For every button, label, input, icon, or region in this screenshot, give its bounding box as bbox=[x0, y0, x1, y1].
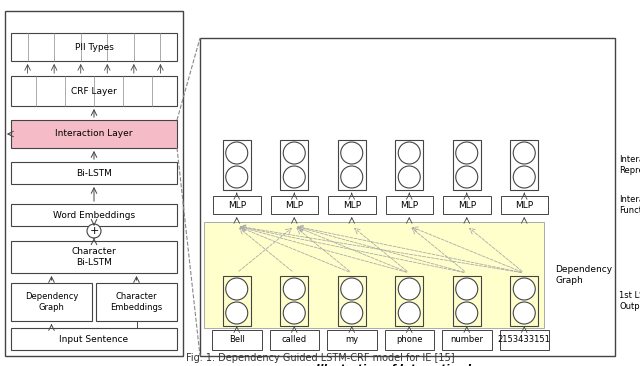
FancyBboxPatch shape bbox=[500, 196, 548, 214]
Text: PII Types: PII Types bbox=[75, 42, 113, 52]
FancyBboxPatch shape bbox=[385, 196, 433, 214]
Circle shape bbox=[398, 278, 420, 300]
Text: MLP: MLP bbox=[228, 201, 246, 209]
Text: MLP: MLP bbox=[342, 201, 361, 209]
FancyBboxPatch shape bbox=[11, 76, 177, 106]
Text: Word Embeddings: Word Embeddings bbox=[53, 210, 135, 220]
Text: 2153433151: 2153433151 bbox=[498, 336, 550, 344]
Text: Dependency
Graph: Dependency Graph bbox=[555, 265, 612, 285]
FancyBboxPatch shape bbox=[499, 330, 549, 350]
Circle shape bbox=[398, 142, 420, 164]
FancyBboxPatch shape bbox=[11, 204, 177, 226]
FancyBboxPatch shape bbox=[327, 330, 376, 350]
FancyBboxPatch shape bbox=[200, 38, 615, 356]
Text: Interaction Layer: Interaction Layer bbox=[55, 130, 132, 138]
Text: Character
Embeddings: Character Embeddings bbox=[110, 292, 163, 312]
Text: Dependency
Graph: Dependency Graph bbox=[25, 292, 78, 312]
Circle shape bbox=[340, 302, 363, 324]
Circle shape bbox=[284, 166, 305, 188]
Circle shape bbox=[456, 166, 477, 188]
Circle shape bbox=[513, 278, 535, 300]
Text: CRF Layer: CRF Layer bbox=[71, 86, 117, 96]
Circle shape bbox=[340, 278, 363, 300]
Text: +: + bbox=[90, 226, 99, 236]
Circle shape bbox=[456, 302, 477, 324]
Circle shape bbox=[284, 302, 305, 324]
FancyBboxPatch shape bbox=[11, 33, 177, 61]
Circle shape bbox=[398, 302, 420, 324]
Text: 1st LSTM
Output: 1st LSTM Output bbox=[619, 291, 640, 311]
Circle shape bbox=[513, 302, 535, 324]
FancyBboxPatch shape bbox=[204, 222, 544, 328]
Text: Input Sentence: Input Sentence bbox=[60, 335, 129, 344]
Text: number: number bbox=[451, 336, 483, 344]
Circle shape bbox=[226, 278, 248, 300]
FancyBboxPatch shape bbox=[96, 283, 177, 321]
Text: MLP: MLP bbox=[515, 201, 533, 209]
Circle shape bbox=[513, 142, 535, 164]
Circle shape bbox=[226, 302, 248, 324]
FancyBboxPatch shape bbox=[11, 283, 92, 321]
FancyBboxPatch shape bbox=[5, 11, 183, 356]
FancyBboxPatch shape bbox=[271, 196, 318, 214]
FancyBboxPatch shape bbox=[11, 328, 177, 350]
FancyBboxPatch shape bbox=[385, 330, 434, 350]
FancyBboxPatch shape bbox=[269, 330, 319, 350]
FancyBboxPatch shape bbox=[11, 162, 177, 184]
Text: Bi-LSTM: Bi-LSTM bbox=[76, 168, 112, 178]
Text: MLP: MLP bbox=[458, 201, 476, 209]
Circle shape bbox=[456, 142, 477, 164]
FancyBboxPatch shape bbox=[443, 196, 490, 214]
Text: my: my bbox=[345, 336, 358, 344]
Text: Bell: Bell bbox=[229, 336, 244, 344]
FancyBboxPatch shape bbox=[328, 196, 376, 214]
Text: MLP: MLP bbox=[400, 201, 419, 209]
FancyBboxPatch shape bbox=[213, 196, 260, 214]
Text: Interacted
Representation: Interacted Representation bbox=[619, 155, 640, 175]
Circle shape bbox=[226, 142, 248, 164]
Circle shape bbox=[456, 278, 477, 300]
Text: Fig. 1. Dependency Guided LSTM-CRF model for IE [15]: Fig. 1. Dependency Guided LSTM-CRF model… bbox=[186, 353, 454, 363]
Text: MLP: MLP bbox=[285, 201, 303, 209]
Circle shape bbox=[226, 166, 248, 188]
FancyBboxPatch shape bbox=[442, 330, 492, 350]
FancyBboxPatch shape bbox=[11, 241, 177, 273]
Circle shape bbox=[340, 166, 363, 188]
Text: Interaction
Function: Interaction Function bbox=[619, 195, 640, 215]
Circle shape bbox=[87, 224, 101, 238]
FancyBboxPatch shape bbox=[212, 330, 262, 350]
Text: called: called bbox=[282, 336, 307, 344]
Circle shape bbox=[340, 142, 363, 164]
Circle shape bbox=[284, 278, 305, 300]
Text: phone: phone bbox=[396, 336, 422, 344]
Text: Character
Bi-LSTM: Character Bi-LSTM bbox=[72, 247, 116, 267]
Circle shape bbox=[398, 166, 420, 188]
Circle shape bbox=[284, 142, 305, 164]
Text: Illustration of Interaction Layer: Illustration of Interaction Layer bbox=[316, 364, 499, 366]
FancyBboxPatch shape bbox=[11, 120, 177, 148]
Circle shape bbox=[513, 166, 535, 188]
